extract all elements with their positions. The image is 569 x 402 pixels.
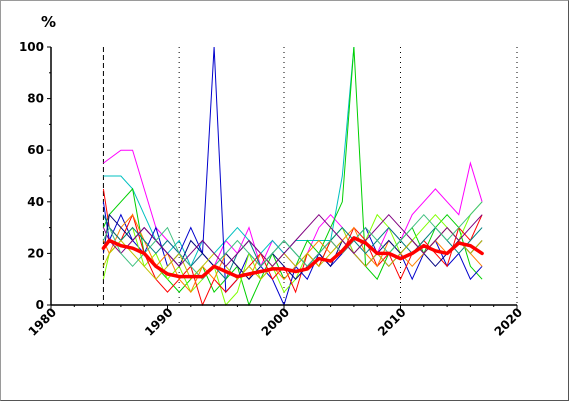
y-tick-label: 0 [36,298,44,312]
series-line-3 [102,47,483,306]
series-line-4 [102,47,483,306]
y-tick-label: 60 [27,143,44,157]
mean-series-line [101,236,484,279]
x-tick-label: 1990 [142,305,176,339]
series-line-5 [102,201,483,306]
y-tick-label: 40 [27,195,44,209]
y-tick-label: 80 [27,92,44,106]
y-unit-label: % [41,13,56,31]
series-group [102,47,483,306]
x-tick-label: 2020 [492,305,526,339]
y-tick-label: 20 [27,246,44,260]
mean-series-group [101,236,484,279]
y-tick-label: 100 [19,40,44,54]
x-tick-label: 2000 [259,305,293,339]
series-line-12 [102,201,483,280]
x-tick-label: 2010 [375,305,409,339]
series-line-2 [103,47,355,268]
